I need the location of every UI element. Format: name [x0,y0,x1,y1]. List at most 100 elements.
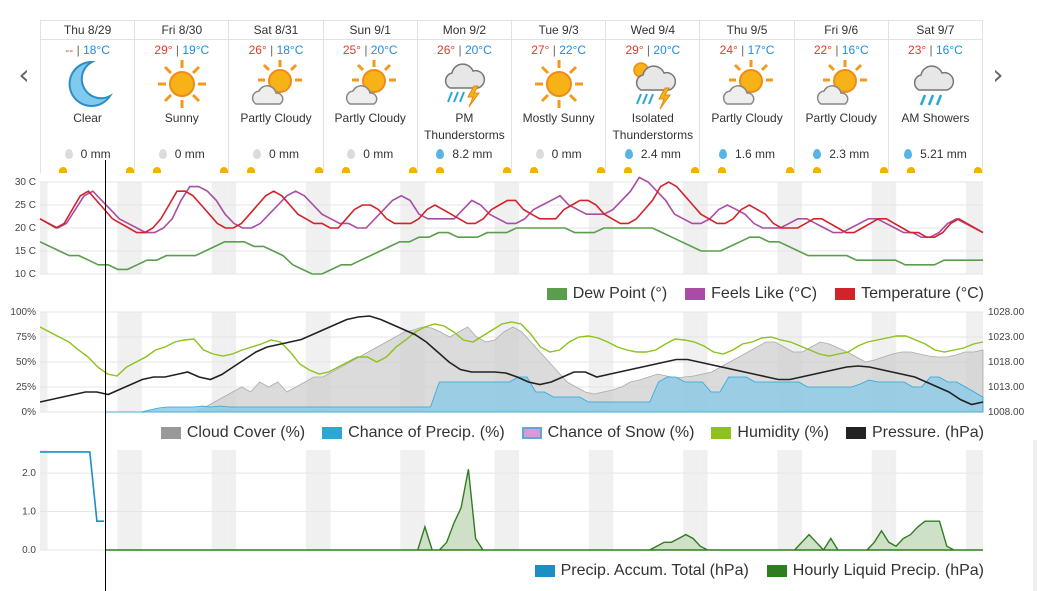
temp-separator: | [266,43,277,57]
pressure-swatch [845,427,866,439]
condition-text: Mostly Sunny [522,111,595,125]
axis-tick-label: 25 C [15,200,36,211]
thunderstorm-icon [436,58,492,110]
day-temps: 26° | 18°C [229,43,322,57]
low-temp: 19°C [182,43,210,57]
day-card[interactable]: Sun 9/1 25° | 20°C Partly Cloudy 0 mm [322,21,417,173]
legend-feels-like[interactable]: Feels Like (°C) [685,285,817,303]
day-temps: 29° | 20°C [606,43,699,57]
legend-dew-point[interactable]: Dew Point (°) [546,285,667,303]
daily-forecast-strip: Thu 8/29 -- | 18°C Clear 0 mm Fri 8/30 29° | … [40,20,984,173]
chance-precip-swatch [322,427,343,439]
feels-like-line[interactable] [39,176,984,238]
sunset-icon [597,167,606,173]
day-card[interactable]: Wed 9/4 29° | 20°C Isolated Thunderstorms 2… [605,21,700,173]
precip-accum-swatch [534,565,555,577]
high-temp: 25° [342,43,361,57]
condition-text: PM Thunderstorms [424,111,505,142]
axis-tick-label: 1023.00 [988,332,1025,343]
raindrop-icon [64,149,73,159]
day-card[interactable]: Sat 9/7 23° | 16°C AM Showers 5.21 mm [887,21,984,173]
high-temp: 29° [154,43,173,57]
hourly-precip-area[interactable] [106,469,983,552]
pressure-line[interactable] [39,315,984,406]
legend-pressure[interactable]: Pressure. (hPa) [845,424,984,442]
day-name: Thu 8/29 [41,21,135,40]
legend-cloud-cover[interactable]: Cloud Cover (%) [160,424,305,442]
previous-arrow-button[interactable]: ‹ [18,58,30,91]
condition-text: AM Showers [901,111,970,125]
legend-label: Precip. Accum. Total (hPa) [560,562,749,579]
showers-icon [907,58,963,110]
high-temp: 27° [531,43,550,57]
partly-cloudy-icon [248,58,304,110]
legend-precip-accum[interactable]: Precip. Accum. Total (hPa) [534,562,749,580]
precip-amount: 0 mm [41,147,134,161]
day-card[interactable]: Thu 9/5 24° | 17°C Partly Cloudy 1.6 mm [699,21,794,173]
day-card[interactable]: Tue 9/3 27° | 22°C Mostly Sunny 0 mm [511,21,606,173]
high-temp: 23° [908,43,927,57]
legend-chance-precip[interactable]: Chance of Precip. (%) [322,424,505,442]
precip-value: 0 mm [174,147,205,161]
day-card[interactable]: Fri 9/6 22° | 16°C Partly Cloudy 2.3 mm [793,21,888,173]
raindrop-icon [904,149,913,159]
partly-cloudy-icon [719,58,775,110]
axis-tick-label: 15 C [15,246,36,257]
chance-snow-swatch [521,427,542,439]
humidity-line[interactable] [39,321,984,377]
next-arrow-button[interactable]: › [992,58,1004,91]
legend-chance-snow[interactable]: Chance of Snow (%) [521,424,694,442]
raindrop-icon [624,149,633,159]
temp-separator: | [455,43,465,57]
day-name: Fri 9/6 [794,21,888,40]
high-temp: 24° [719,43,738,57]
night-band [211,450,229,550]
legend-humidity[interactable]: Humidity (%) [711,424,829,442]
precip-amount: 5.21 mm [889,147,982,161]
precip-value: 0 mm [363,147,394,161]
day-card[interactable]: Mon 9/2 26° | 20°C PM Thunderstorms 8.2 mm [416,21,512,173]
axis-tick-label: 1008.00 [988,407,1025,418]
scrollbar-edge[interactable] [1033,440,1037,591]
legend-label: Feels Like (°C) [711,285,818,302]
legend-temperature[interactable]: Temperature (°C) [835,285,984,303]
day-name: Sun 9/1 [323,21,417,40]
night-band [305,450,323,550]
night-band [700,450,708,550]
sunrise-icon [812,167,821,173]
legend-hourly-precip[interactable]: Hourly Liquid Precip. (hPa) [766,562,984,580]
precip-amount: 0 mm [229,147,322,161]
precip-amount: 2.4 mm [606,147,699,161]
precip-accum-line[interactable] [40,451,104,522]
day-card[interactable]: Fri 8/30 29° | 19°C Sunny 0 mm [134,21,229,173]
day-card[interactable]: Sat 8/31 26° | 18°C Partly Cloudy 0 mm [228,21,323,173]
precip-amount: 0 mm [135,147,228,161]
legend-label: Humidity (%) [737,424,829,441]
night-band [871,450,889,550]
precip-value: 1.6 mm [735,147,776,161]
low-temp: 20°C [464,43,492,57]
legend-label: Temperature (°C) [861,285,984,302]
temp-separator: | [737,43,748,57]
condition-text: Partly Cloudy [805,111,877,125]
night-band [605,450,614,550]
night-band [888,450,897,550]
low-temp: 20°C [653,43,681,57]
day-temps: 22° | 16°C [795,43,888,57]
raindrop-icon [719,149,728,159]
condition-text: Clear [73,111,102,125]
chance-precip-area[interactable] [106,376,984,413]
high-temp: 26° [248,43,267,57]
high-temp: -- [65,43,74,57]
condition-text: Partly Cloudy [711,111,783,125]
night-band [494,450,512,550]
sunrise-icon [59,167,67,173]
day-card[interactable]: Thu 8/29 -- | 18°C Clear 0 mm [40,21,135,173]
sunrise-icon [906,167,915,173]
temperature-line[interactable] [39,181,984,238]
hourly-precip-swatch [766,565,787,577]
isolated-thunderstorm-icon [625,58,681,110]
dew-point-line[interactable] [39,227,983,275]
precip-amount: 0 mm [512,147,605,161]
raindrop-icon [436,149,445,159]
